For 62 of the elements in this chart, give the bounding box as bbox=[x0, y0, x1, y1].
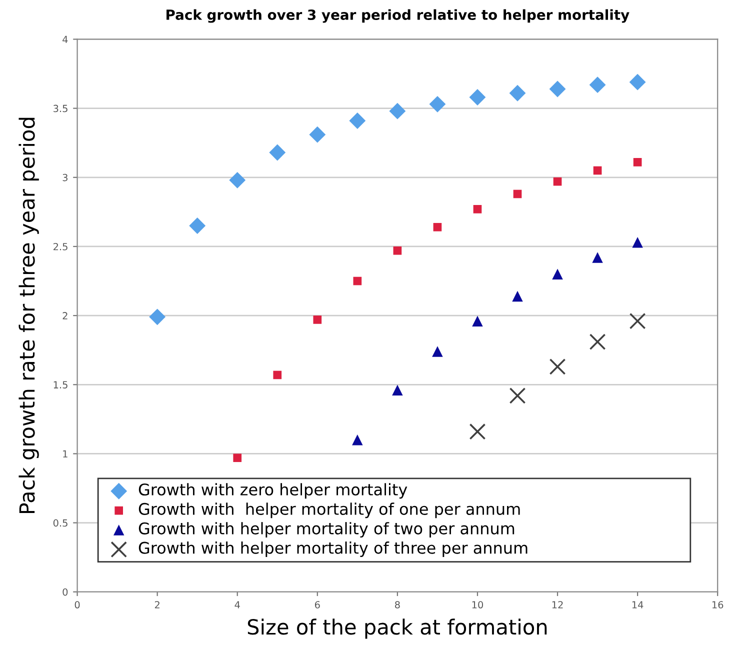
point bbox=[189, 218, 206, 234]
x-tick-label: 16 bbox=[712, 601, 724, 608]
y-tick-label: 2 bbox=[62, 312, 68, 320]
point bbox=[229, 172, 246, 188]
point bbox=[509, 84, 526, 102]
point bbox=[629, 312, 646, 330]
point bbox=[432, 346, 443, 357]
point bbox=[513, 190, 522, 198]
point bbox=[352, 434, 363, 446]
x-tick-label: 12 bbox=[552, 601, 563, 608]
legend-label: Growth with helper mortality of three per annum bbox=[138, 542, 528, 557]
point bbox=[549, 80, 566, 98]
point bbox=[549, 358, 566, 375]
legend-label: Growth with helper mortality of two per annum bbox=[138, 522, 514, 538]
x-tick-label: 2 bbox=[154, 601, 160, 608]
point bbox=[629, 74, 646, 90]
x-axis-title: Size of the pack at formation bbox=[248, 618, 547, 639]
point bbox=[553, 177, 562, 186]
point bbox=[469, 423, 486, 440]
x-tick-label: 10 bbox=[472, 601, 484, 608]
y-tick-label: 4 bbox=[62, 36, 68, 43]
y-tick-label: 2.5 bbox=[54, 242, 68, 250]
x-tick-label: 0 bbox=[74, 601, 80, 608]
point bbox=[433, 222, 442, 232]
point bbox=[472, 316, 483, 326]
point bbox=[233, 454, 242, 462]
x-tick-label: 4 bbox=[234, 601, 240, 608]
point bbox=[589, 334, 606, 350]
point bbox=[353, 276, 362, 286]
y-tick-label: 0.5 bbox=[53, 519, 68, 527]
point bbox=[512, 290, 523, 302]
y-tick-label: 0 bbox=[62, 588, 68, 596]
x-tick-label: 8 bbox=[395, 601, 400, 608]
chart-title: Pack growth over 3 year period relative to helper mortality bbox=[166, 9, 630, 23]
point bbox=[633, 158, 642, 166]
y-tick-label: 1 bbox=[63, 450, 68, 458]
x-tick-label: 6 bbox=[314, 601, 320, 608]
y-tick-label: 3 bbox=[62, 174, 68, 182]
y-tick-label: 1.5 bbox=[54, 381, 68, 388]
point bbox=[313, 316, 322, 324]
point bbox=[349, 112, 366, 129]
point bbox=[592, 252, 603, 263]
point bbox=[309, 126, 326, 143]
point bbox=[273, 370, 282, 380]
legend-label: Growth with helper mortality of one per annum bbox=[138, 502, 520, 518]
point bbox=[589, 76, 606, 94]
point bbox=[429, 96, 446, 112]
legend-label: Growth with zero helper mortality bbox=[138, 483, 408, 499]
point bbox=[469, 89, 486, 106]
point bbox=[473, 205, 482, 214]
point bbox=[593, 166, 602, 175]
point bbox=[552, 268, 563, 280]
x-tick-label: 14 bbox=[632, 601, 644, 608]
point bbox=[392, 384, 403, 396]
point bbox=[149, 308, 166, 326]
y-tick-label: 3.5 bbox=[54, 104, 68, 112]
point bbox=[269, 144, 286, 161]
point bbox=[389, 102, 406, 120]
y-axis-title: Pack growth rate for three year period bbox=[18, 118, 39, 514]
point bbox=[393, 246, 402, 255]
point bbox=[632, 236, 643, 248]
point bbox=[509, 388, 526, 404]
